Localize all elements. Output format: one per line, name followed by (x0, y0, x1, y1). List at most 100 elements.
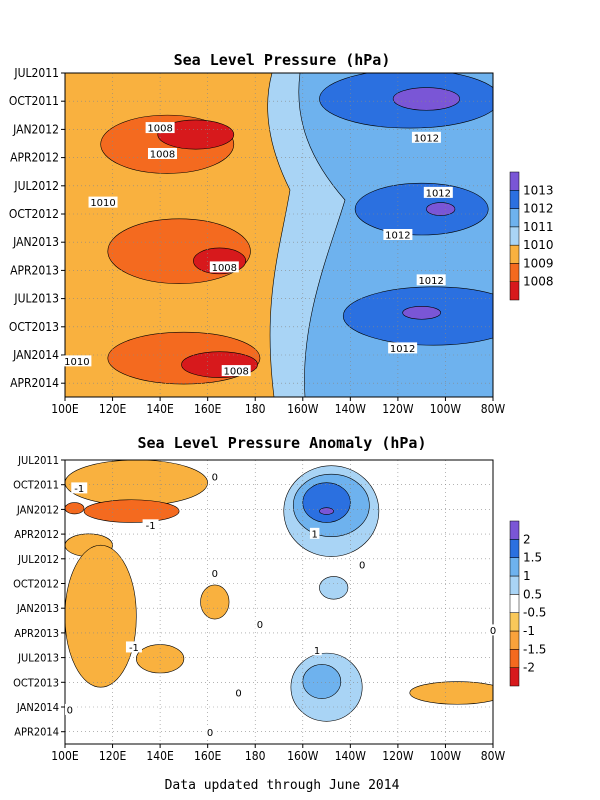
colorbar-label: 1010 (523, 238, 554, 252)
colorbar-swatch (509, 557, 520, 577)
x-tick-label: 100E (51, 402, 79, 416)
slp-contour-1013-5 (402, 305, 441, 320)
y-tick-label: JAN2013 (12, 235, 59, 249)
contour-label-box (145, 122, 175, 134)
anomaly-contour--1-7 (65, 502, 85, 515)
slp-contour-1013-3 (392, 87, 461, 111)
colorbar-label: 1009 (523, 256, 554, 270)
colorbar-label: 1012 (523, 202, 554, 216)
x-tick-label: 140W (335, 749, 367, 763)
y-tick-label: OCT2011 (9, 94, 59, 108)
x-tick-label: 160E (194, 749, 222, 763)
contour-label: -1 (74, 484, 84, 495)
slp-contour-1008-3 (157, 119, 235, 150)
contour-label-box (209, 261, 239, 273)
colorbar-label: 2 (523, 532, 531, 546)
contour-label: 0 (235, 688, 241, 699)
x-tick-label: 140E (146, 749, 174, 763)
x-tick-label: 160E (194, 402, 222, 416)
anomaly-contour-1-6 (302, 664, 342, 699)
contour-label: 1012 (414, 133, 439, 144)
x-tick-label: 120W (382, 749, 414, 763)
y-tick-label: APR2014 (10, 376, 59, 390)
contour-label-box (71, 482, 88, 494)
y-tick-label: OCT2011 (13, 479, 59, 492)
contour-label-box (65, 703, 75, 715)
slp-anomaly-title: Sea Level Pressure Anomaly (hPa) (138, 434, 427, 452)
y-tick-label: JAN2013 (16, 602, 59, 615)
contour-label: 0 (207, 728, 213, 739)
contour-label-box (125, 641, 142, 653)
contour-label-box (221, 365, 251, 377)
colorbar-label: -1.5 (523, 642, 546, 656)
colorbar-swatch (509, 171, 520, 191)
slp-contour-1012-1 (354, 182, 489, 236)
y-tick-label: APR2012 (14, 528, 59, 541)
x-tick-label: 120W (382, 402, 414, 416)
contour-label-box (423, 186, 453, 198)
colorbar-label: 1 (523, 569, 531, 583)
colorbar-label: 0.5 (523, 587, 542, 601)
slp-contour-1013-4 (426, 202, 456, 216)
contour-label-box (416, 274, 446, 286)
x-tick-label: 140E (146, 402, 174, 416)
y-tick-label: APR2013 (14, 627, 59, 640)
contour-label-box (142, 519, 159, 531)
y-tick-label: JUL2011 (13, 66, 59, 80)
y-tick-label: JAN2012 (16, 503, 59, 516)
contour-label-box (312, 644, 322, 656)
anomaly-contour-0.5-4 (319, 576, 349, 600)
contour-label-box (488, 624, 498, 636)
colorbar-label: 1013 (523, 183, 554, 197)
contour-label: 1010 (90, 198, 115, 209)
contour-label-box (411, 131, 441, 143)
contour-label: 1008 (223, 367, 248, 378)
contour-label-box (62, 355, 92, 367)
x-tick-label: 180 (245, 402, 266, 416)
contour-label: 0 (212, 569, 218, 580)
y-tick-label: APR2013 (10, 263, 59, 277)
x-tick-label: 80W (481, 402, 506, 416)
y-tick-label: JUL2012 (13, 179, 59, 193)
colorbar-label: -1 (523, 624, 535, 638)
y-tick-label: JUL2013 (17, 652, 59, 665)
contour-label-box (210, 471, 220, 483)
contour-label-box (255, 618, 265, 630)
contour-label-box (383, 229, 413, 240)
anomaly-contour--0.5-2 (65, 544, 137, 688)
colorbar-swatch (509, 281, 520, 301)
x-tick-label: 120E (99, 749, 127, 763)
x-tick-label: 160W (287, 749, 319, 763)
contour-label: 0 (257, 620, 263, 631)
colorbar-label: -0.5 (523, 606, 546, 620)
contour-label: 1012 (426, 188, 451, 199)
y-tick-label: OCT2013 (9, 320, 59, 334)
y-tick-label: OCT2012 (9, 207, 59, 221)
contour-label: 0 (359, 561, 365, 572)
slp-frame (64, 72, 494, 398)
anomaly-frame (64, 459, 494, 745)
colorbar-label: -2 (523, 661, 535, 675)
contour-label: 1008 (212, 263, 237, 274)
colorbar-swatch (509, 630, 520, 650)
contour-label: 0 (490, 626, 496, 637)
contour-label-box (309, 527, 320, 539)
slp-title: Sea Level Pressure (hPa) (174, 51, 391, 69)
y-tick-label: JUL2013 (13, 292, 59, 306)
x-tick-label: 120E (99, 402, 127, 416)
contour-label: 1 (314, 646, 320, 657)
y-tick-label: JUL2011 (17, 454, 59, 467)
contour-label: 1012 (385, 231, 410, 242)
contour-label: 1008 (147, 124, 172, 135)
y-tick-label: APR2012 (10, 151, 59, 165)
slp-anomaly-panel: Sea Level Pressure Anomaly (hPa) JUL2011… (13, 434, 546, 763)
anomaly-contour--0.5-3 (200, 584, 230, 620)
contour-label: 1012 (390, 344, 415, 355)
contour-label: 1012 (418, 276, 443, 287)
x-tick-label: 100W (430, 749, 462, 763)
colorbar-swatch (509, 649, 520, 668)
x-tick-label: 100E (51, 749, 79, 763)
data-update-note: Data updated through June 2014 (165, 778, 400, 793)
anomaly-contour-1.5-2 (302, 482, 351, 523)
